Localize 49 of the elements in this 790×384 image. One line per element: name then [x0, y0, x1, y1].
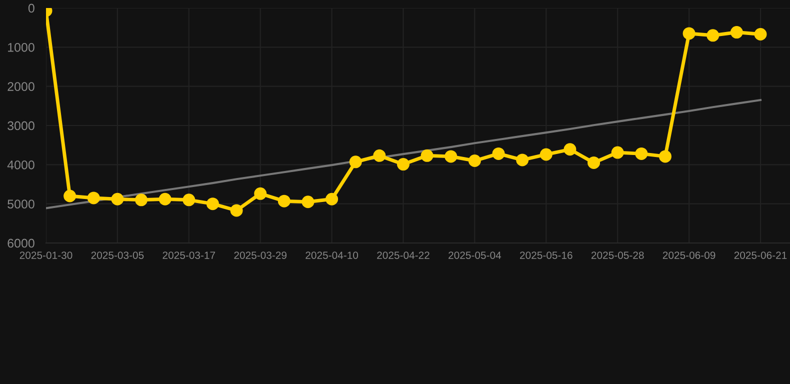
point	[254, 187, 267, 200]
point	[564, 143, 576, 156]
point	[754, 28, 767, 40]
point	[611, 146, 624, 159]
point	[420, 149, 434, 162]
point	[135, 194, 148, 206]
point	[444, 150, 458, 163]
point	[682, 27, 696, 40]
x-tick-label: 2025-06-09	[662, 252, 716, 259]
point	[658, 150, 672, 163]
y-tick-label: 3000	[8, 121, 34, 130]
point	[64, 190, 76, 202]
point	[206, 198, 219, 210]
point	[588, 156, 600, 169]
x-tick-label: 2025-03-17	[162, 252, 216, 259]
x-tick-label: 2025-04-10	[306, 252, 358, 259]
point	[278, 194, 290, 208]
x-tick-label: 2025-03-29	[234, 252, 286, 259]
point	[111, 192, 124, 206]
point	[158, 192, 172, 206]
x-tick-label: 2025-03-05	[91, 252, 144, 259]
point	[230, 204, 243, 217]
x-tick-label: 2025-04-22	[377, 252, 430, 259]
y-tick-label: 5000	[8, 200, 34, 208]
x-tick-label: 2025-01-30	[20, 252, 72, 259]
x-tick-label: 2025-05-16	[520, 252, 572, 259]
y-tick-label: 6000	[8, 238, 34, 248]
line-series	[46, 98, 762, 210]
point	[397, 158, 410, 171]
point	[706, 29, 720, 42]
y-tick-label: 4000	[7, 160, 34, 170]
point	[349, 156, 362, 168]
x-tick-label: 2025-05-04	[448, 252, 502, 259]
point	[87, 192, 100, 204]
point	[730, 26, 743, 39]
point	[516, 154, 529, 166]
point	[635, 147, 648, 160]
point	[302, 196, 314, 208]
y-tick-label: 1000	[8, 42, 34, 52]
point	[468, 154, 481, 167]
point	[182, 194, 196, 206]
point	[492, 147, 505, 160]
y-tick-label: 2000	[8, 82, 34, 91]
point	[373, 149, 386, 162]
point	[326, 192, 338, 206]
y-tick-label: 0	[28, 4, 34, 13]
point	[540, 148, 552, 161]
x-tick-label: 2025-05-28	[591, 252, 644, 259]
x-tick-label: 2025-06-21	[734, 252, 787, 259]
